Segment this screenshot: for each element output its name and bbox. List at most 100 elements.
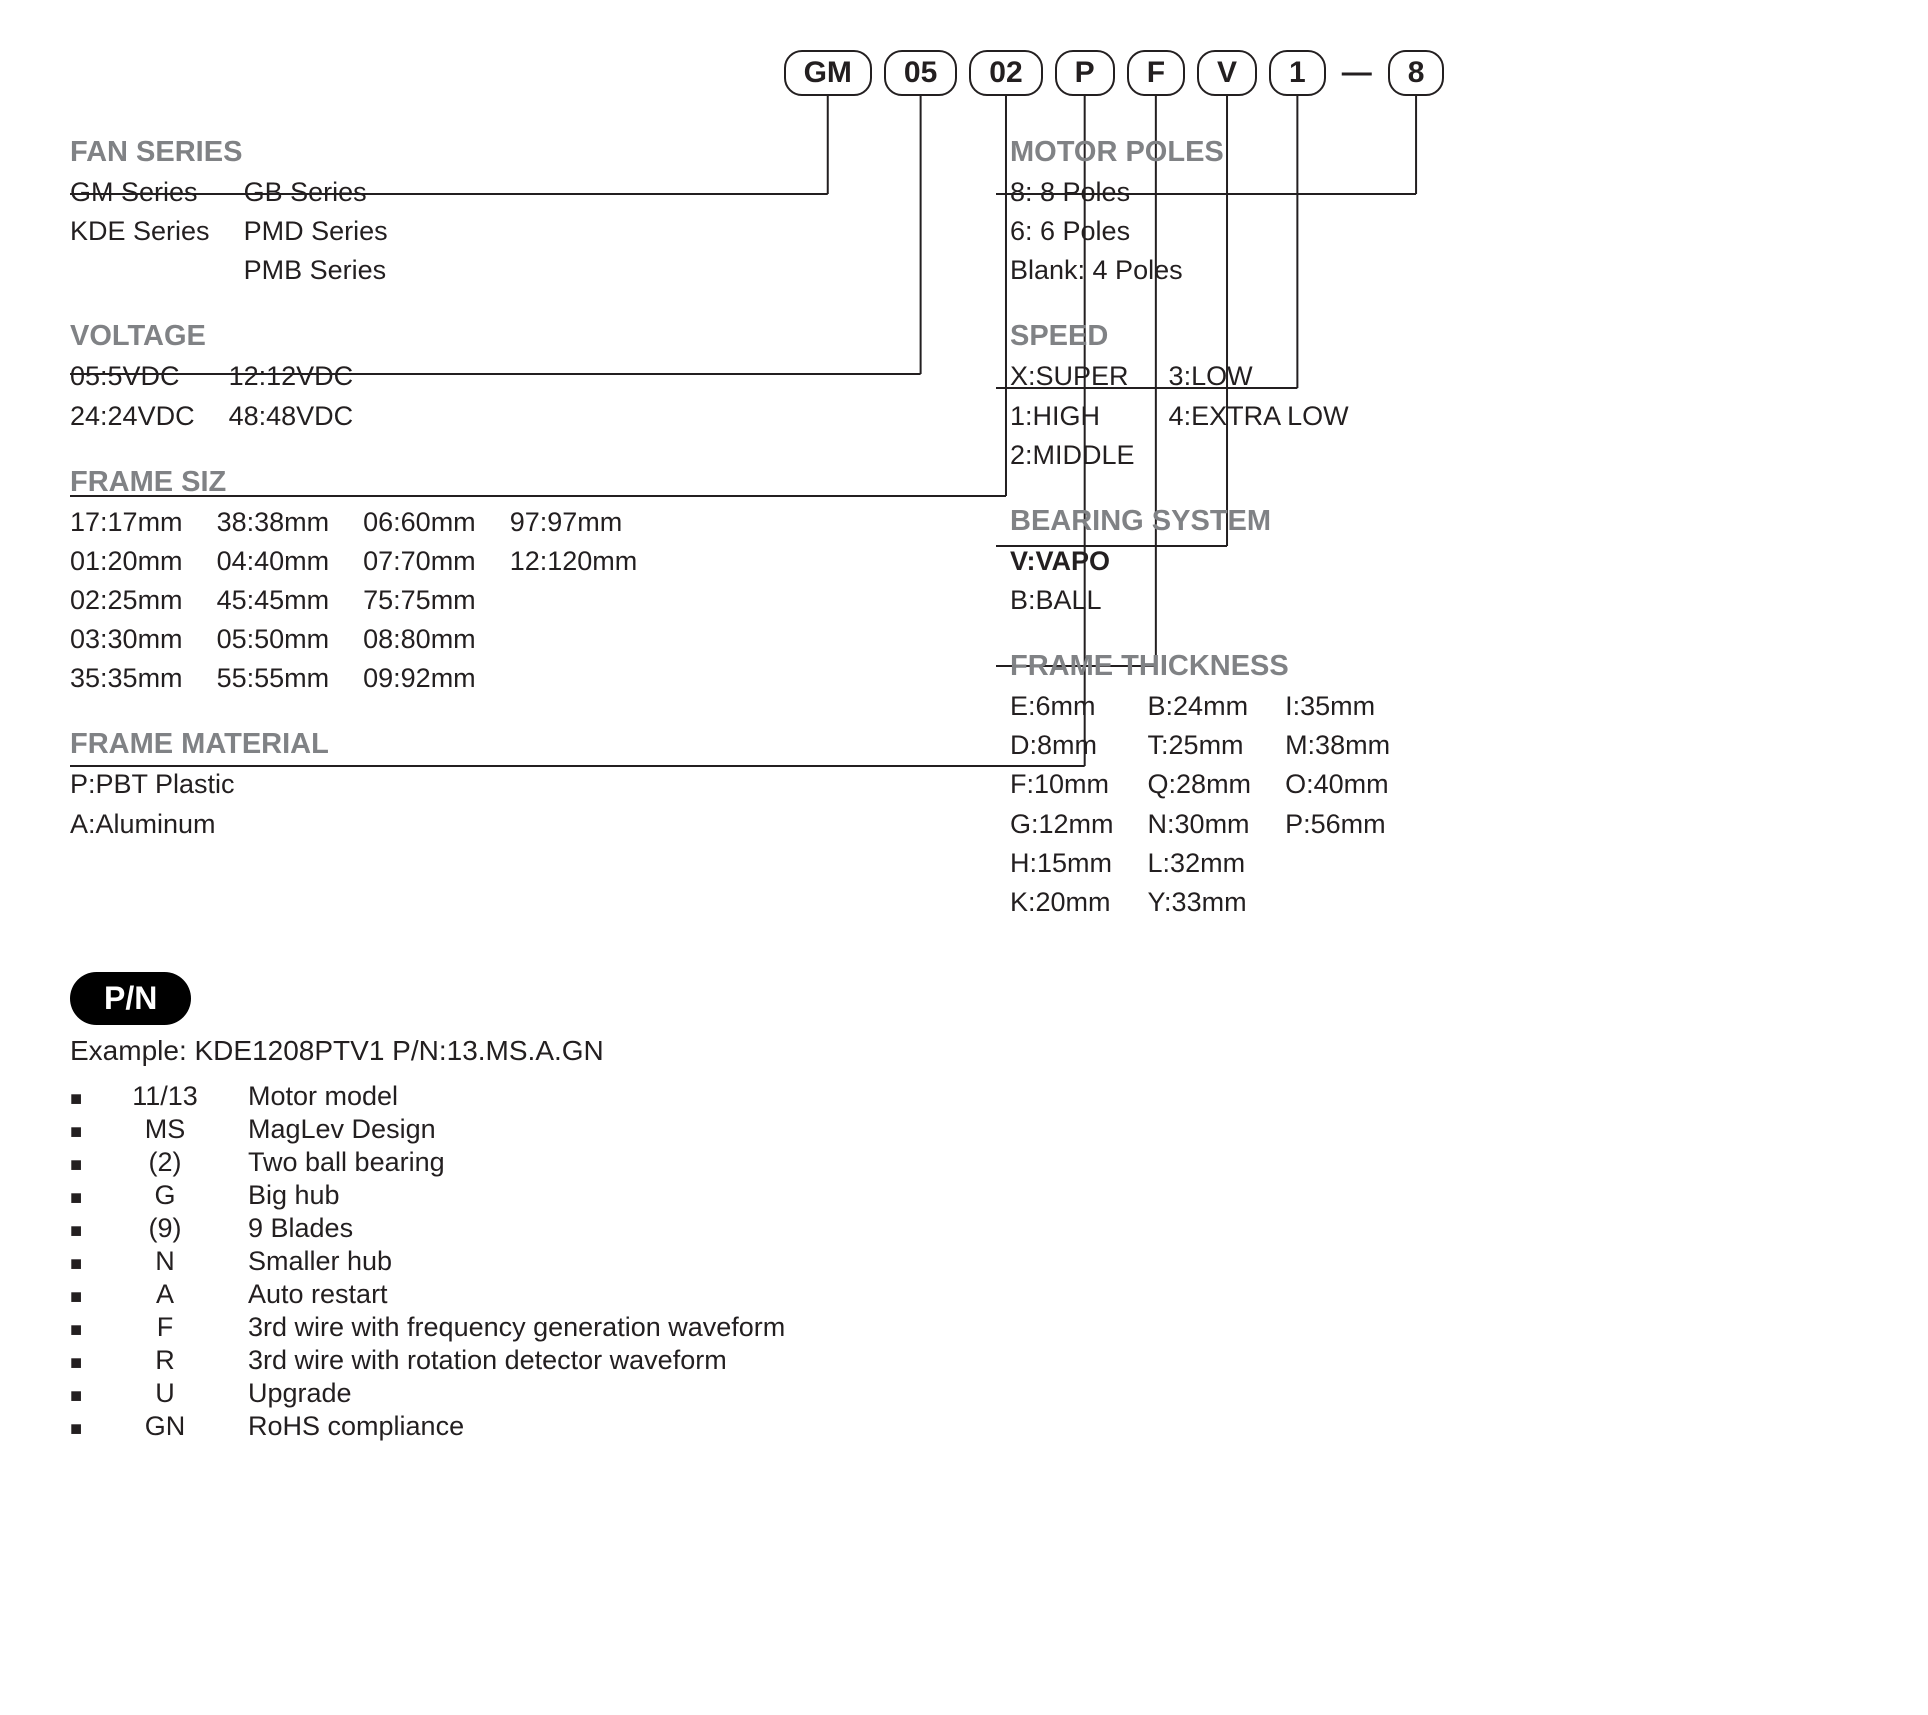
- item-row: D:8mm: [1010, 726, 1114, 765]
- pn-row: ■R3rd wire with rotation detector wavefo…: [70, 1345, 1858, 1376]
- item-row: B:24mm: [1148, 687, 1252, 726]
- pn-desc: Big hub: [248, 1180, 340, 1211]
- item-column: X:SUPER1:HIGH2:MIDDLE: [1010, 357, 1135, 474]
- item-row: 6: 6 Poles: [1010, 212, 1183, 251]
- pn-code: 11/13: [110, 1081, 220, 1112]
- pn-code: F: [110, 1312, 220, 1343]
- item-row: P:56mm: [1285, 805, 1390, 844]
- item-row: 04:40mm: [217, 542, 330, 581]
- pn-example: Example: KDE1208PTV1 P/N:13.MS.A.GN: [70, 1035, 1858, 1067]
- bullet-icon: ■: [70, 1121, 110, 1144]
- item-row: KDE Series: [70, 212, 210, 251]
- item-column: 38:38mm04:40mm45:45mm05:50mm55:55mm: [217, 503, 330, 699]
- part-number-code-row: GM0502PFV1—8: [370, 50, 1858, 96]
- code-dash: —: [1338, 50, 1376, 96]
- pn-code: A: [110, 1279, 220, 1310]
- pn-code: (9): [110, 1213, 220, 1244]
- item-column: GM SeriesKDE Series: [70, 173, 210, 290]
- bullet-icon: ■: [70, 1154, 110, 1177]
- section-title: MOTOR POLES: [1010, 136, 1790, 169]
- left-column: FAN SERIESGM SeriesKDE SeriesGB SeriesPM…: [70, 136, 850, 922]
- bullet-icon: ■: [70, 1088, 110, 1111]
- pn-desc: Upgrade: [248, 1378, 352, 1409]
- item-row: GB Series: [244, 173, 388, 212]
- section-title: BEARING SYSTEM: [1010, 505, 1790, 538]
- section-title: FRAME SIZ: [70, 466, 850, 499]
- right-column: MOTOR POLES 8: 8 Poles6: 6 PolesBlank: 4 …: [1010, 136, 1790, 922]
- item-row: Blank: 4 Poles: [1010, 251, 1183, 290]
- item-row: P:PBT Plastic: [70, 765, 235, 804]
- section-title: SPEED: [1010, 320, 1790, 353]
- pn-badge: P/N: [70, 972, 191, 1025]
- item-row: 97:97mm: [510, 503, 638, 542]
- item-row: 24:24VDC: [70, 397, 195, 436]
- code-segment-f: F: [1127, 50, 1185, 96]
- code-segment-v: V: [1197, 50, 1257, 96]
- item-row: 3:LOW: [1169, 357, 1349, 396]
- item-row: F:10mm: [1010, 765, 1114, 804]
- item-row: 1:HIGH: [1010, 397, 1135, 436]
- pn-code: N: [110, 1246, 220, 1277]
- code-segment-8: 8: [1388, 50, 1445, 96]
- item-row: 75:75mm: [363, 581, 476, 620]
- item-row: N:30mm: [1148, 805, 1252, 844]
- item-row: GM Series: [70, 173, 210, 212]
- item-row: M:38mm: [1285, 726, 1390, 765]
- pn-row: ■NSmaller hub: [70, 1246, 1858, 1277]
- pn-code: U: [110, 1378, 220, 1409]
- item-row: O:40mm: [1285, 765, 1390, 804]
- item-row: 2:MIDDLE: [1010, 436, 1135, 475]
- item-column: 12:12VDC48:48VDC: [229, 357, 354, 435]
- item-row: T:25mm: [1148, 726, 1252, 765]
- bullet-icon: ■: [70, 1352, 110, 1375]
- item-row: 01:20mm: [70, 542, 183, 581]
- pn-desc: Auto restart: [248, 1279, 388, 1310]
- pn-desc: 9 Blades: [248, 1213, 353, 1244]
- item-row: E:6mm: [1010, 687, 1114, 726]
- item-row: I:35mm: [1285, 687, 1390, 726]
- item-row: 12:12VDC: [229, 357, 354, 396]
- item-row: 17:17mm: [70, 503, 183, 542]
- item-row: 07:70mm: [363, 542, 476, 581]
- pn-code: GN: [110, 1411, 220, 1442]
- item-row: Y:33mm: [1148, 883, 1252, 922]
- bullet-icon: ■: [70, 1385, 110, 1408]
- item-column: 3:LOW4:EXTRA LOW: [1169, 357, 1349, 474]
- pn-desc: Motor model: [248, 1081, 398, 1112]
- pn-row: ■(2)Two ball bearing: [70, 1147, 1858, 1178]
- bullet-icon: ■: [70, 1418, 110, 1441]
- code-segment-gm: GM: [784, 50, 872, 96]
- item-row: X:SUPER: [1010, 357, 1135, 396]
- item-column: P:PBT PlasticA:Aluminum: [70, 765, 235, 843]
- pn-desc: 3rd wire with frequency generation wavef…: [248, 1312, 785, 1343]
- pn-row: ■AAuto restart: [70, 1279, 1858, 1310]
- item-row: A:Aluminum: [70, 805, 235, 844]
- item-column: V:VAPOB:BALL: [1010, 542, 1110, 620]
- section-title: FRAME MATERIAL: [70, 728, 850, 761]
- pn-desc: Two ball bearing: [248, 1147, 445, 1178]
- code-segment-p: P: [1055, 50, 1115, 96]
- item-row: G:12mm: [1010, 805, 1114, 844]
- item-row: 02:25mm: [70, 581, 183, 620]
- pn-table: ■11/13Motor model■MSMagLev Design■(2)Two…: [70, 1081, 1858, 1442]
- item-row: 8: 8 Poles: [1010, 173, 1183, 212]
- item-row: 09:92mm: [363, 659, 476, 698]
- item-column: GB SeriesPMD SeriesPMB Series: [244, 173, 388, 290]
- bullet-icon: ■: [70, 1220, 110, 1243]
- item-row: 08:80mm: [363, 620, 476, 659]
- item-row: PMB Series: [244, 251, 388, 290]
- section-title: FRAME THICKNESS: [1010, 650, 1790, 683]
- section-items: 8: 8 Poles6: 6 PolesBlank: 4 Poles: [1010, 173, 1790, 290]
- item-column: 06:60mm07:70mm75:75mm08:80mm09:92mm: [363, 503, 476, 699]
- pn-desc: Smaller hub: [248, 1246, 392, 1277]
- item-row: 12:120mm: [510, 542, 638, 581]
- item-row: L:32mm: [1148, 844, 1252, 883]
- pn-row: ■U Upgrade: [70, 1378, 1858, 1409]
- pn-row: ■(9) 9 Blades: [70, 1213, 1858, 1244]
- section-title: VOLTAGE: [70, 320, 850, 353]
- item-row: PMD Series: [244, 212, 388, 251]
- section-items: 17:17mm01:20mm02:25mm03:30mm35:35mm38:38…: [70, 503, 850, 699]
- section-items: V:VAPOB:BALL: [1010, 542, 1790, 620]
- section-items: 05:5VDC24:24VDC12:12VDC48:48VDC: [70, 357, 850, 435]
- pn-code: G: [110, 1180, 220, 1211]
